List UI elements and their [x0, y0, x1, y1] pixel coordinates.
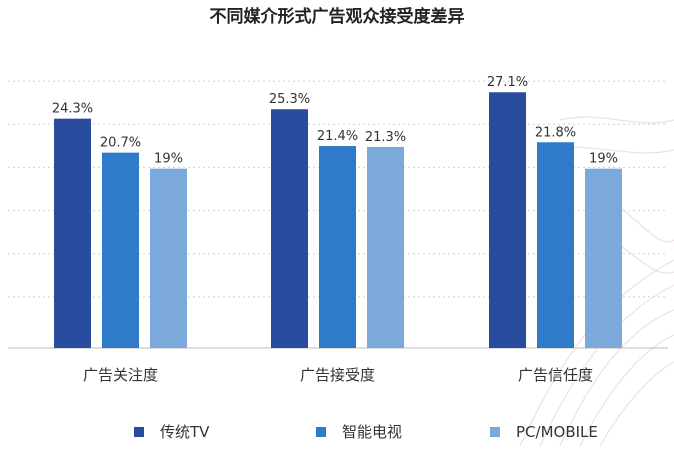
bar-2-1 [102, 152, 139, 348]
data-label: 27.1% [487, 75, 528, 90]
legend-swatch [134, 427, 144, 437]
bar-2-3 [537, 142, 574, 348]
data-label: 21.4% [317, 129, 358, 144]
legend-label: 智能电视 [342, 423, 402, 441]
category-label: 广告信任度 [518, 366, 593, 384]
legend-label: 传统TV [160, 423, 210, 441]
data-label: 24.3% [52, 102, 93, 117]
data-label: 25.3% [269, 92, 310, 107]
bar-3-3 [585, 168, 622, 348]
bars-layer [54, 92, 622, 349]
legend-swatch [316, 427, 326, 437]
category-label: 广告接受度 [300, 366, 375, 384]
data-label: 19% [589, 152, 618, 167]
chart-title: 不同媒介形式广告观众接受度差异 [210, 6, 465, 27]
bar-1-1 [54, 118, 91, 348]
bar-3-2 [367, 146, 404, 348]
data-label: 21.8% [535, 125, 576, 140]
bar-2-2 [319, 146, 356, 348]
legend-swatch [490, 427, 500, 437]
bar-3-1 [150, 168, 187, 348]
category-layer: 广告关注度 广告接受度 广告信任度 [83, 366, 593, 384]
data-label: 20.7% [100, 136, 141, 151]
data-label: 21.3% [365, 130, 406, 145]
labels-layer: 24.3% 20.7% 19% 25.3% 21.4% 21.3% 27.1% 21.8% 19… [52, 75, 618, 166]
bar-1-3 [489, 92, 526, 349]
data-label: 19% [154, 152, 183, 167]
legend: 传统TV 智能电视 PC/MOBILE [134, 423, 598, 441]
legend-label: PC/MOBILE [516, 423, 598, 441]
bar-1-2 [271, 109, 308, 348]
category-label: 广告关注度 [83, 366, 158, 384]
